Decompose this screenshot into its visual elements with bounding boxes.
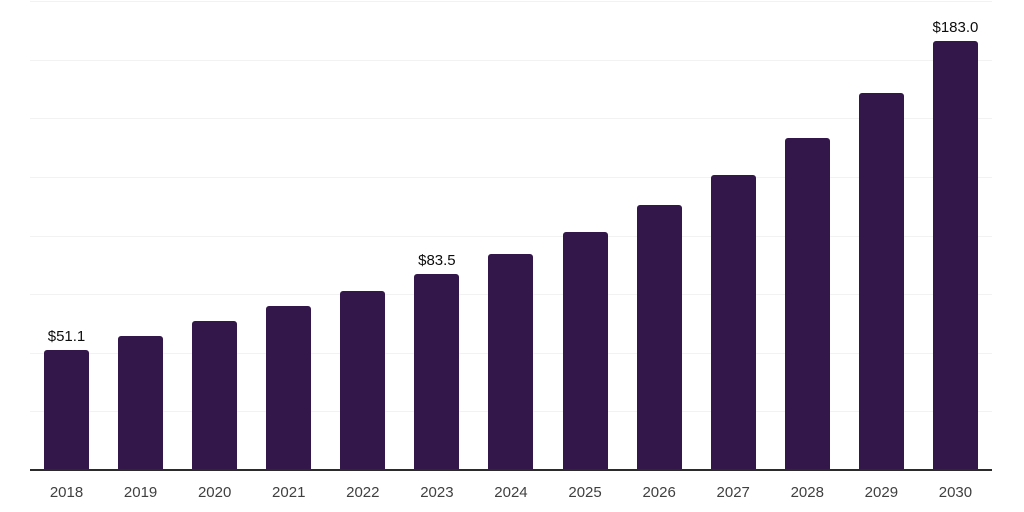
bar-2028 xyxy=(784,137,830,470)
gridline-150 xyxy=(30,118,992,120)
x-tick-2020: 2020 xyxy=(197,484,232,501)
bar-2025 xyxy=(562,231,608,470)
x-tick-2018: 2018 xyxy=(49,484,84,501)
bar-2030: $183.0 xyxy=(932,19,978,470)
bar-value-label-2018: $51.1 xyxy=(47,328,86,346)
bar-2029 xyxy=(858,93,904,470)
x-tick-2030: 2030 xyxy=(938,484,973,501)
bar-2023: $83.5 xyxy=(414,252,460,470)
bar-2026 xyxy=(636,205,682,470)
x-tick-2027: 2027 xyxy=(716,484,750,501)
x-tick-2026: 2026 xyxy=(642,484,676,501)
bar-2024 xyxy=(488,254,534,470)
bar-2019 xyxy=(118,336,164,470)
bar-2027 xyxy=(710,174,756,470)
x-tick-2028: 2028 xyxy=(790,484,824,501)
gridline-200 xyxy=(30,1,992,2)
x-tick-2024: 2024 xyxy=(494,484,528,501)
x-axis-labels: 2018 2019 2020 2021 2022 2023 2024 2025 2026 2027… xyxy=(30,484,992,502)
bar-value-label-2030: $183.0 xyxy=(932,18,979,36)
gridline-125 xyxy=(30,176,992,178)
x-axis-line xyxy=(30,469,992,471)
x-tick-2025: 2025 xyxy=(568,484,602,501)
bar-2018: $51.1 xyxy=(44,328,89,470)
x-tick-2029: 2029 xyxy=(864,484,899,501)
x-tick-2019: 2019 xyxy=(123,484,158,501)
bars: $51.1 $83.5 $183.0 xyxy=(30,1,992,470)
gridline-175 xyxy=(30,59,992,61)
bar-value-label-2023: $83.5 xyxy=(418,252,456,270)
x-tick-2021: 2021 xyxy=(272,484,306,501)
x-tick-2023: 2023 xyxy=(420,484,454,501)
plot-area: $51.1 $83.5 $183.0 xyxy=(30,1,992,470)
bar-2022 xyxy=(340,291,386,470)
x-tick-2022: 2022 xyxy=(346,484,380,501)
gridline-100 xyxy=(30,235,992,237)
bar-2021 xyxy=(266,305,312,470)
bar-2020 xyxy=(192,320,238,470)
